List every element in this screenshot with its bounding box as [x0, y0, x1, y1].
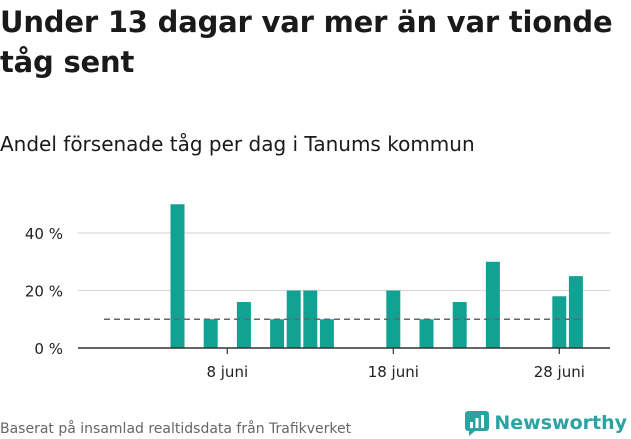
- axes: 0 % 20 % 40 % 8 juni 18 juni 28 juni: [25, 225, 610, 381]
- chart-title: Under 13 dagar var mer än var tionde tåg…: [0, 5, 613, 79]
- bar: [203, 319, 218, 348]
- y-tick-label: 20 %: [25, 283, 63, 301]
- x-tick-label: 28 juni: [534, 363, 585, 381]
- bar: [552, 296, 567, 348]
- y-tick-label: 0 %: [34, 340, 63, 358]
- bar: [236, 302, 251, 348]
- brand-logo[interactable]: Newsworthy: [464, 410, 627, 436]
- bar: [452, 302, 467, 348]
- newsworthy-logo-icon: [465, 411, 490, 436]
- x-tick-label: 18 juni: [368, 363, 419, 381]
- bar: [303, 290, 318, 348]
- bar: [319, 319, 334, 348]
- source-note: Baserat på insamlad realtidsdata från Tr…: [0, 421, 352, 437]
- bars: [170, 204, 583, 348]
- bar: [485, 261, 500, 348]
- bar: [270, 319, 285, 348]
- chart-subtitle: Andel försenade tåg per dag i Tanums kom…: [0, 132, 475, 156]
- bar-chart: 0 % 20 % 40 % 8 juni 18 juni 28 juni: [25, 204, 610, 381]
- bar: [419, 319, 434, 348]
- bar: [386, 290, 401, 348]
- x-tick-label: 8 juni: [206, 363, 248, 381]
- y-tick-label: 40 %: [25, 225, 63, 243]
- bar: [286, 290, 301, 348]
- brand-name: Newsworthy: [494, 412, 627, 434]
- bar: [568, 276, 583, 348]
- bar: [170, 204, 185, 348]
- grid-lines: [78, 232, 610, 292]
